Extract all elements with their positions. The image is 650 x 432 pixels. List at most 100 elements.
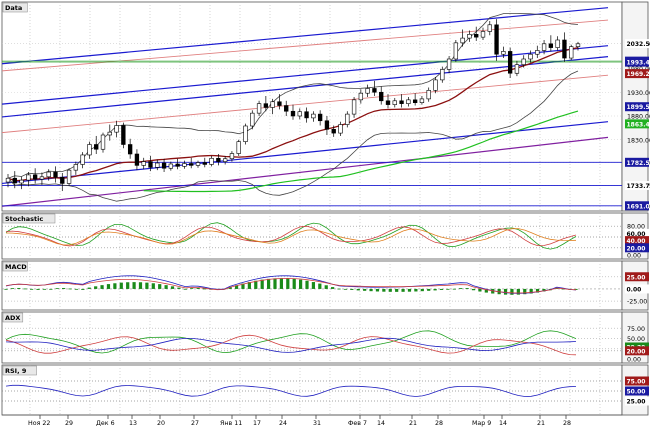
candle-body: [183, 164, 187, 167]
candle-body: [569, 47, 573, 58]
candle-body: [352, 100, 356, 114]
y-tick-label: 0.00: [627, 253, 641, 260]
histogram-bar: [152, 283, 155, 289]
candle-body: [549, 44, 553, 48]
histogram-bar: [139, 282, 142, 289]
x-tick-label: 21: [409, 420, 417, 427]
candle-body: [250, 113, 254, 126]
candle-body: [6, 178, 10, 182]
candle-body: [230, 154, 234, 159]
candle-body: [20, 180, 24, 183]
histogram-bar: [427, 289, 430, 291]
candle-body: [529, 54, 533, 59]
candle-body: [454, 43, 458, 59]
candle-body: [576, 44, 580, 47]
histogram-bar: [171, 286, 174, 289]
value-badge-text: 1969.25: [627, 71, 650, 78]
candle-body: [88, 145, 92, 155]
x-tick-label: 14: [377, 420, 385, 427]
candle-body: [474, 34, 478, 37]
histogram-bar: [331, 287, 334, 289]
histogram-bar: [11, 288, 14, 289]
candle-body: [189, 164, 193, 166]
candle-body: [542, 44, 546, 51]
value-badge-text: 1993.41: [627, 60, 650, 67]
x-tick-label: 28: [563, 420, 571, 427]
histogram-bar: [43, 289, 46, 290]
histogram-bar: [36, 289, 39, 290]
value-badge-text: 1899.56: [627, 104, 650, 111]
histogram-bar: [318, 284, 321, 289]
candle-body: [216, 158, 220, 161]
x-tick-label: 24: [279, 420, 287, 427]
candle-body: [311, 114, 315, 118]
histogram-bar: [261, 280, 264, 289]
candle-body: [468, 34, 472, 38]
histogram-bar: [197, 288, 200, 289]
candle-body: [535, 50, 539, 54]
candle-body: [271, 102, 275, 108]
candle-body: [115, 126, 119, 133]
histogram-bar: [299, 280, 302, 289]
candle-body: [461, 38, 465, 43]
candle-body: [393, 101, 397, 105]
candle-body: [400, 101, 404, 104]
value-badge-text: 20.00: [627, 348, 646, 355]
candle-body: [325, 121, 329, 130]
candle-body: [420, 99, 424, 103]
candle-body: [501, 51, 505, 54]
candle-body: [427, 90, 431, 99]
histogram-bar: [68, 289, 71, 290]
candle-body: [244, 126, 248, 142]
y-tick-label: -25.00: [627, 299, 647, 306]
histogram-bar: [81, 289, 84, 290]
candle-body: [210, 158, 214, 164]
candle-body: [13, 178, 17, 183]
candle-body: [495, 25, 499, 54]
candle-body: [332, 129, 336, 133]
candle-body: [488, 25, 492, 32]
histogram-bar: [325, 285, 328, 289]
price-axis: 2032.501980.001930.001880.001830.001782.…: [625, 39, 650, 210]
candle-body: [135, 154, 139, 165]
candle-body: [108, 132, 112, 135]
candle-body: [373, 88, 377, 92]
y-tick-label: 50.00: [627, 336, 645, 343]
candle-body: [155, 163, 159, 167]
x-tick-label: 14: [499, 420, 507, 427]
candle-body: [447, 59, 451, 69]
histogram-bar: [446, 289, 449, 290]
histogram-bar: [434, 289, 437, 290]
value-badge-text: 2032.50: [627, 41, 650, 48]
value-badge-text: 1733.75: [627, 183, 650, 190]
x-tick-label: Янв 11: [220, 420, 242, 427]
histogram-bar: [337, 289, 340, 290]
candle-body: [563, 40, 567, 58]
panel-label: Stochastic: [5, 215, 43, 223]
candle-body: [278, 102, 282, 106]
candle-body: [359, 93, 363, 100]
value-badge-text: 0.00: [627, 286, 642, 293]
candle-body: [203, 163, 207, 165]
x-tick-label: 31: [313, 420, 321, 427]
candle-body: [223, 159, 227, 162]
candle-body: [47, 172, 51, 177]
histogram-bar: [273, 278, 276, 289]
candle-body: [81, 155, 85, 165]
value-badge-text: 1782.50: [627, 160, 650, 167]
value-badge-text: 20.00: [627, 245, 646, 252]
candle-body: [121, 126, 125, 145]
candle-body: [33, 175, 37, 179]
x-tick-label: 27: [191, 420, 199, 427]
value-badge-text: 1863.46: [627, 121, 650, 128]
candle-body: [508, 51, 512, 73]
candle-body: [284, 106, 288, 112]
histogram-bar: [107, 284, 110, 289]
x-tick-label: Фев 7: [348, 420, 367, 427]
histogram-bar: [145, 283, 148, 289]
x-tick-label: 20: [157, 420, 165, 427]
y-tick-label: 1830.00: [627, 137, 650, 144]
histogram-bar: [408, 289, 411, 292]
